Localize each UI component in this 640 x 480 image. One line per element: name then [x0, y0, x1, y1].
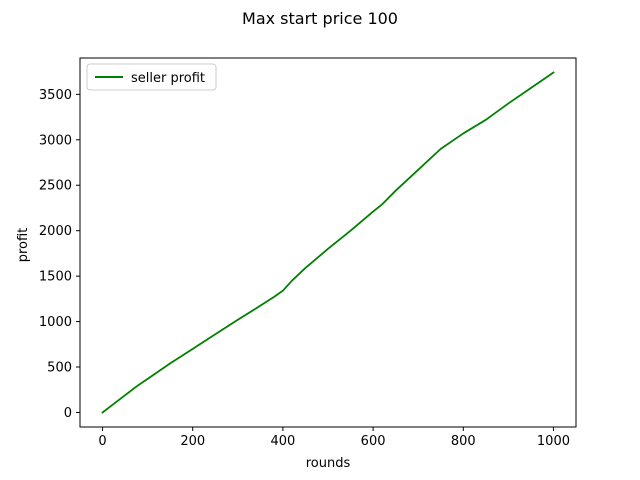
x-tick-label-0: 0	[98, 434, 106, 449]
x-tick-label-1000: 1000	[537, 434, 570, 449]
y-tick-label-3500: 3500	[39, 88, 72, 103]
x-tick-label-400: 400	[270, 434, 295, 449]
axes-frame	[79, 57, 577, 428]
y-axis-label: profit	[16, 228, 31, 263]
x-axis-label: rounds	[306, 456, 351, 471]
legend: seller profit	[86, 63, 217, 91]
y-tick-label-1500: 1500	[39, 270, 72, 285]
chart-title: Max start price 100	[242, 9, 398, 28]
y-tick-label-500: 500	[47, 361, 72, 376]
x-tick-label-800: 800	[451, 434, 476, 449]
x-tick-label-200: 200	[180, 434, 205, 449]
legend-frame	[86, 63, 217, 91]
x-tick-label-600: 600	[361, 434, 386, 449]
y-tick-label-3000: 3000	[39, 133, 72, 148]
legend-entry-seller-profit: seller profit	[131, 71, 205, 86]
y-tick-label-1000: 1000	[39, 315, 72, 330]
plot-area: 0 200 400 600 800 1000 0 500 1000 1500 2000 2500 300…	[39, 57, 577, 449]
y-tick-label-0: 0	[64, 406, 72, 421]
y-tick-label-2500: 2500	[39, 179, 72, 194]
y-tick-label-2000: 2000	[39, 224, 72, 239]
series-line-0	[101, 71, 555, 414]
